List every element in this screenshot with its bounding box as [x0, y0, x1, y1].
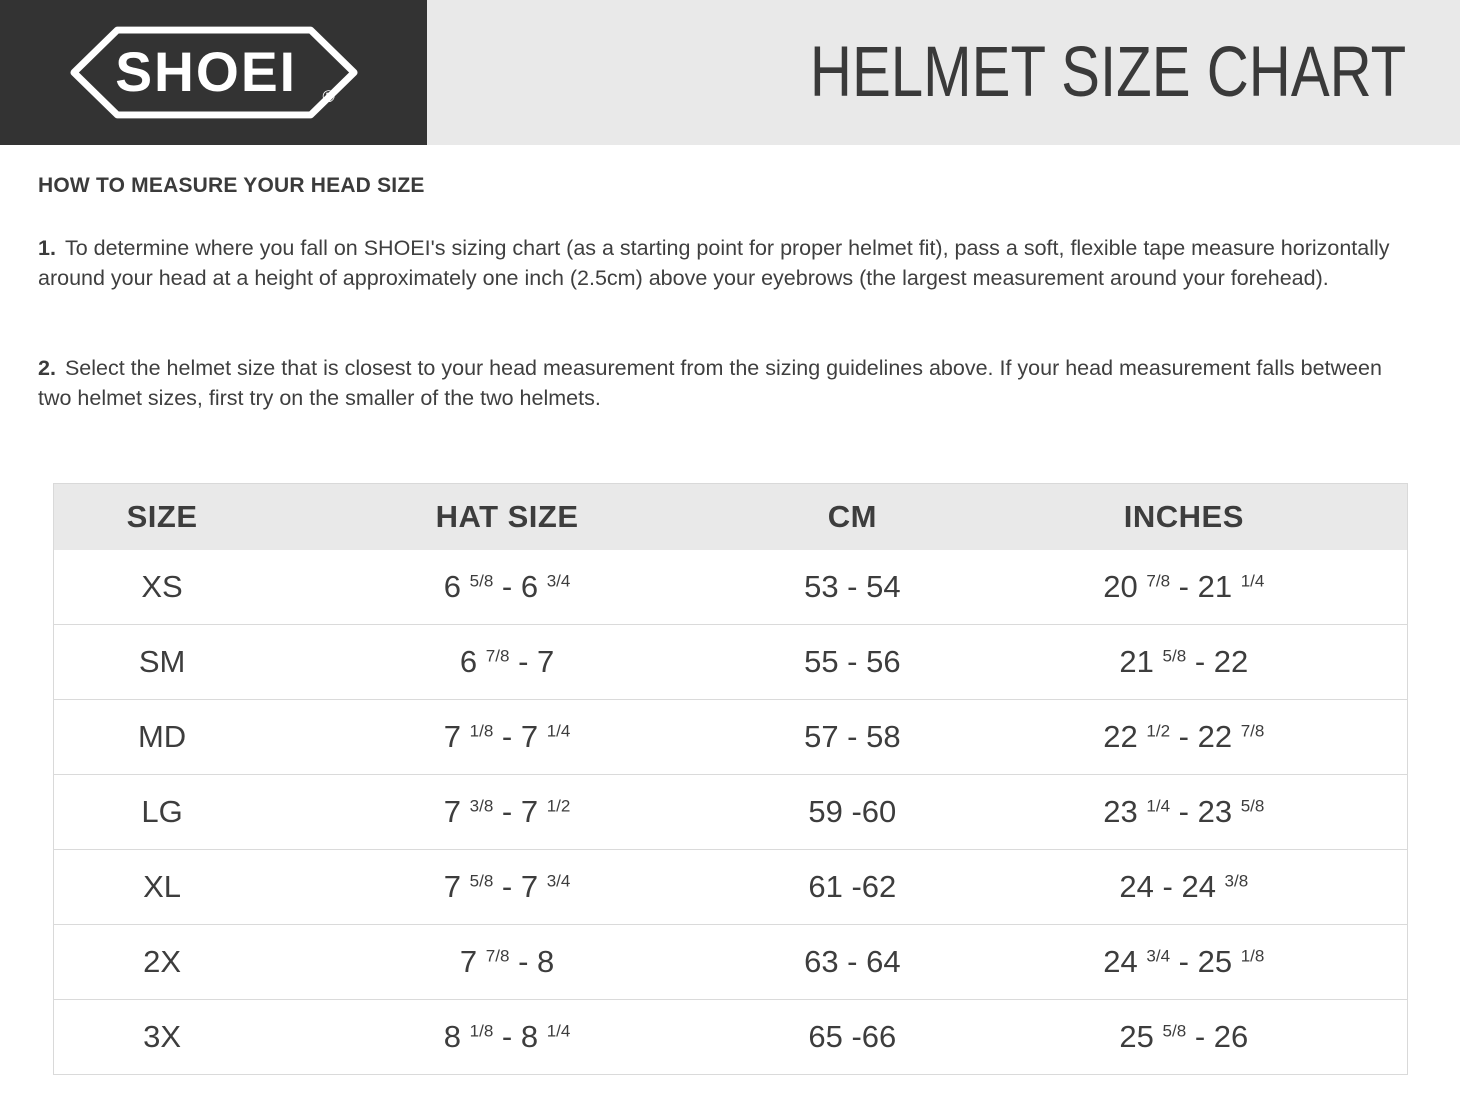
cell-cm: 59 -60	[744, 774, 961, 850]
cell-hat-size: 6 5/8 - 6 3/4	[270, 550, 745, 625]
cell-cm: 65 -66	[744, 999, 961, 1075]
table-row: 3X 8 1/8 - 8 1/4 65 -66 25 5/8 - 26	[53, 999, 1408, 1075]
cell-hat-size: 7 1/8 - 7 1/4	[270, 699, 745, 775]
cell-inches: 23 1/4 - 23 5/8	[960, 774, 1408, 850]
fraction-superscript: 1/4	[546, 1021, 571, 1041]
cell-cm: 63 - 64	[744, 924, 961, 1000]
fraction-superscript: 3/8	[469, 796, 494, 816]
fraction-superscript: 1/2	[546, 796, 571, 816]
cell-size: XL	[53, 849, 271, 925]
fraction-superscript: 5/8	[469, 871, 494, 891]
fraction-superscript: 5/8	[469, 571, 494, 591]
step-2-number: 2.	[38, 356, 56, 380]
cell-cm: 55 - 56	[744, 624, 961, 700]
header-banner: SHOEI ® HELMET SIZE CHART	[0, 0, 1460, 145]
table-row: XS 6 5/8 - 6 3/4 53 - 54 20 7/8 - 21 1/4	[53, 550, 1408, 625]
table-row: MD 7 1/8 - 7 1/4 57 - 58 22 1/2 - 22 7/8	[53, 699, 1408, 775]
step-1-number: 1.	[38, 236, 56, 260]
cell-inches: 25 5/8 - 26	[960, 999, 1408, 1075]
size-table-body: XS 6 5/8 - 6 3/4 53 - 54 20 7/8 - 21 1/4 SM 6…	[53, 550, 1408, 1075]
cell-size: MD	[53, 699, 271, 775]
shoei-logo-box: SHOEI ®	[0, 0, 427, 145]
shoei-logo: SHOEI ®	[69, 26, 358, 119]
fraction-superscript: 7/8	[1240, 721, 1265, 741]
cell-cm: 61 -62	[744, 849, 961, 925]
fraction-superscript: 7/8	[485, 646, 510, 666]
cell-cm: 57 - 58	[744, 699, 961, 775]
fraction-superscript: 5/8	[1162, 1021, 1187, 1041]
column-header-hat-size: HAT SIZE	[270, 483, 745, 550]
column-header-size: SIZE	[53, 483, 271, 550]
fraction-superscript: 1/8	[1240, 946, 1265, 966]
instruction-step-2: 2. Select the helmet size that is closest…	[38, 353, 1398, 413]
fraction-superscript: 1/2	[1146, 721, 1171, 741]
logo-text: SHOEI	[115, 41, 297, 103]
cell-inches: 20 7/8 - 21 1/4	[960, 550, 1408, 625]
cell-cm: 53 - 54	[744, 550, 961, 625]
table-row: XL 7 5/8 - 7 3/4 61 -62 24 - 24 3/8	[53, 849, 1408, 925]
cell-size: XS	[53, 550, 271, 625]
cell-hat-size: 7 7/8 - 8	[270, 924, 745, 1000]
cell-inches: 22 1/2 - 22 7/8	[960, 699, 1408, 775]
cell-inches: 24 - 24 3/8	[960, 849, 1408, 925]
cell-hat-size: 7 3/8 - 7 1/2	[270, 774, 745, 850]
step-1-text: To determine where you fall on SHOEI's s…	[38, 236, 1390, 290]
fraction-superscript: 7/8	[1146, 571, 1171, 591]
fraction-superscript: 1/4	[1146, 796, 1171, 816]
fraction-superscript: 5/8	[1240, 796, 1265, 816]
fraction-superscript: 5/8	[1162, 646, 1187, 666]
fraction-superscript: 1/4	[1240, 571, 1265, 591]
cell-inches: 24 3/4 - 25 1/8	[960, 924, 1408, 1000]
table-row: LG 7 3/8 - 7 1/2 59 -60 23 1/4 - 23 5/8	[53, 774, 1408, 850]
table-row: SM 6 7/8 - 7 55 - 56 21 5/8 - 22	[53, 624, 1408, 700]
cell-hat-size: 6 7/8 - 7	[270, 624, 745, 700]
step-2-text: Select the helmet size that is closest t…	[38, 356, 1382, 410]
fraction-superscript: 3/4	[546, 871, 571, 891]
banner-title-area: HELMET SIZE CHART	[679, 0, 1406, 145]
column-header-cm: CM	[744, 483, 961, 550]
column-header-inches: INCHES	[960, 483, 1408, 550]
fraction-superscript: 3/8	[1224, 871, 1249, 891]
fraction-superscript: 1/4	[546, 721, 571, 741]
registered-trademark-icon: ®	[322, 87, 335, 106]
fraction-superscript: 1/8	[469, 1021, 494, 1041]
cell-hat-size: 7 5/8 - 7 3/4	[270, 849, 745, 925]
cell-inches: 21 5/8 - 22	[960, 624, 1408, 700]
page-title: HELMET SIZE CHART	[809, 33, 1406, 112]
instruction-step-1: 1. To determine where you fall on SHOEI's…	[38, 233, 1398, 293]
size-table-header: SIZE HAT SIZE CM INCHES	[53, 483, 1408, 550]
cell-size: SM	[53, 624, 271, 700]
size-table: SIZE HAT SIZE CM INCHES XS 6 5/8 - 6 3/4 5…	[53, 483, 1408, 1075]
fraction-superscript: 3/4	[546, 571, 571, 591]
section-heading: HOW TO MEASURE YOUR HEAD SIZE	[38, 174, 425, 197]
cell-hat-size: 8 1/8 - 8 1/4	[270, 999, 745, 1075]
fraction-superscript: 3/4	[1146, 946, 1171, 966]
header-row: SIZE HAT SIZE CM INCHES	[53, 483, 1408, 550]
logo-hexagon-outline	[69, 26, 358, 119]
table-row: 2X 7 7/8 - 8 63 - 64 24 3/4 - 25 1/8	[53, 924, 1408, 1000]
cell-size: LG	[53, 774, 271, 850]
fraction-superscript: 7/8	[485, 946, 510, 966]
cell-size: 3X	[53, 999, 271, 1075]
fraction-superscript: 1/8	[469, 721, 494, 741]
cell-size: 2X	[53, 924, 271, 1000]
